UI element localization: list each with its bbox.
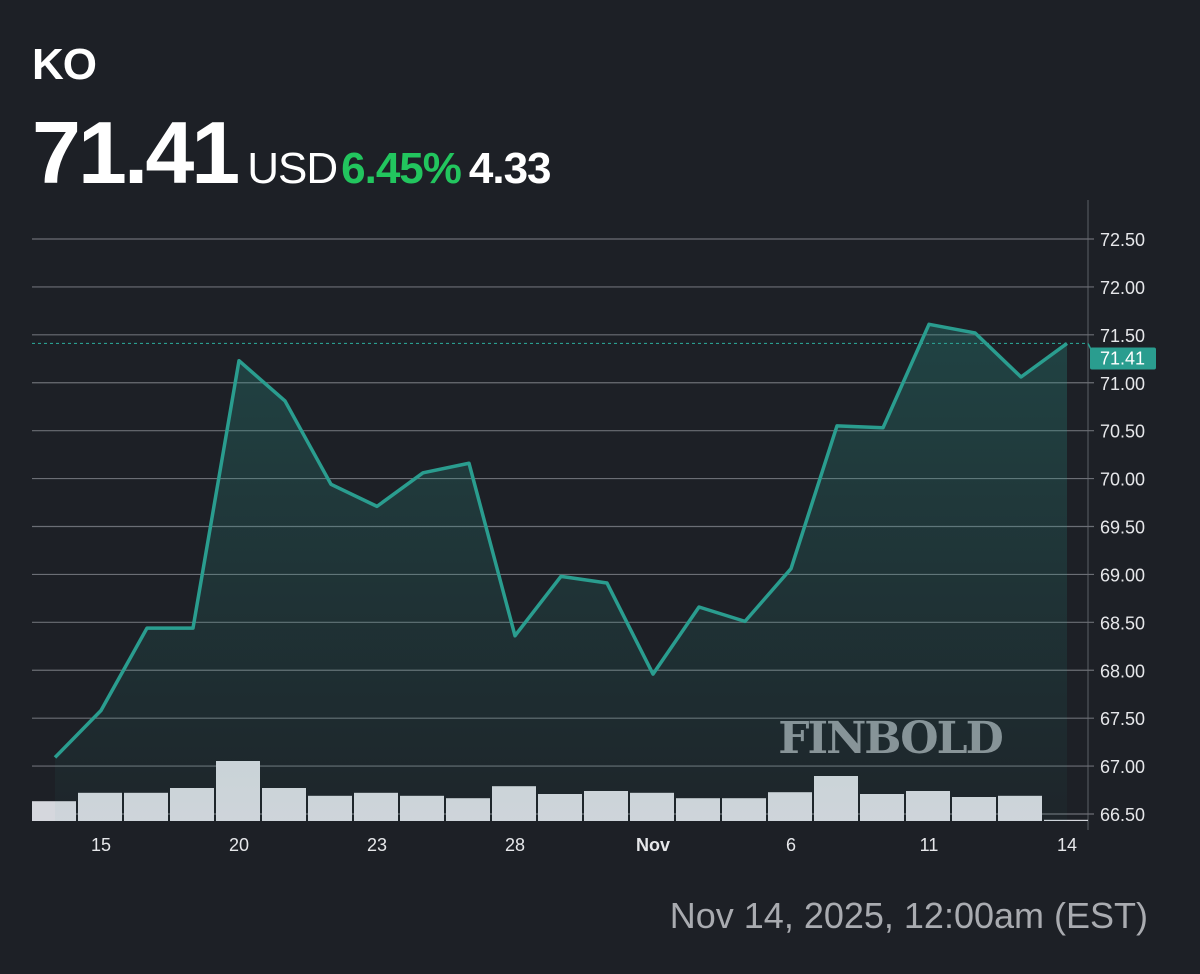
y-tick-label: 71.00: [1100, 374, 1145, 394]
last-price-badge: [1090, 347, 1156, 370]
ticker-symbol: KO: [32, 40, 97, 89]
y-tick-label: 67.00: [1100, 757, 1145, 777]
timestamp: Nov 14, 2025, 12:00am (EST): [669, 895, 1148, 936]
x-tick-label: 28: [505, 835, 525, 855]
x-tick-label: 6: [786, 835, 796, 855]
currency: USD: [247, 144, 338, 193]
last-price-label: 71.41: [1100, 348, 1145, 368]
current-price: 71.41: [32, 103, 240, 202]
y-tick-label: 71.50: [1100, 326, 1145, 346]
y-tick-label: 68.50: [1100, 613, 1145, 633]
price-row: 71.41 USD 6.45% 4.33: [32, 103, 552, 214]
y-tick-label: 66.50: [1100, 805, 1145, 825]
change-absolute: 4.33: [468, 144, 552, 193]
y-tick-label: 68.00: [1100, 661, 1145, 681]
y-tick-label: 70.50: [1100, 422, 1145, 442]
x-tick-label: Nov: [636, 835, 670, 855]
y-tick-label: 70.00: [1100, 470, 1145, 490]
x-tick-label: 14: [1057, 835, 1077, 855]
change-percent: 6.45%: [341, 144, 462, 193]
x-tick-label: 15: [91, 835, 111, 855]
area-fill: [55, 324, 1067, 821]
x-tick-label: 11: [920, 835, 939, 855]
x-tick-label: 23: [367, 835, 387, 855]
y-tick-label: 69.50: [1100, 518, 1145, 538]
y-tick-label: 69.00: [1100, 565, 1145, 585]
x-tick-label: 20: [229, 835, 249, 855]
y-tick-label: 72.00: [1100, 278, 1145, 298]
y-tick-label: 72.50: [1100, 230, 1145, 250]
y-tick-label: 67.50: [1100, 709, 1145, 729]
